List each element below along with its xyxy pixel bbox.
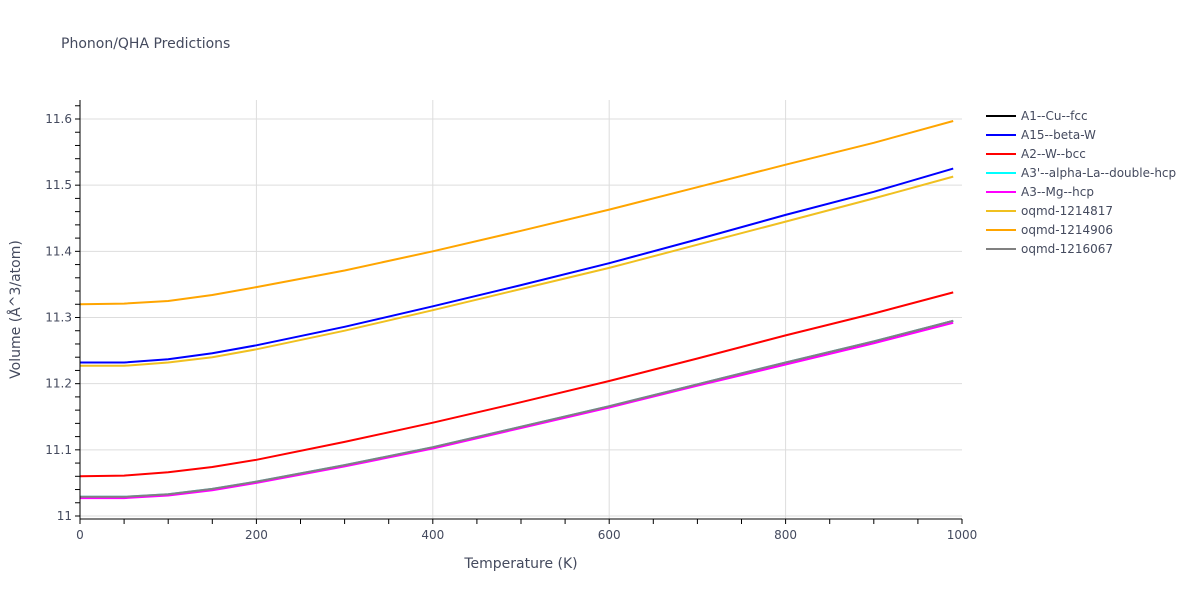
- series-line[interactable]: [79, 120, 954, 306]
- legend-label: oqmd-1216067: [1021, 241, 1114, 256]
- y-tick-label: 11.6: [45, 112, 72, 126]
- legend-label: A3--Mg--hcp: [1021, 184, 1094, 199]
- legend-item[interactable]: A2--W--bcc: [986, 144, 1176, 163]
- x-tick-label: 600: [598, 528, 621, 542]
- series-line[interactable]: [80, 167, 954, 364]
- legend-item[interactable]: A3'--alpha-La--double-hcp: [986, 163, 1176, 182]
- legend-swatch-icon: [986, 114, 1016, 117]
- x-tick-label: 400: [421, 528, 444, 542]
- legend-label: oqmd-1214817: [1021, 203, 1114, 218]
- legend-item[interactable]: A1--Cu--fcc: [986, 106, 1176, 125]
- y-tick-label: 11.5: [45, 178, 72, 192]
- x-tick-label: 1000: [947, 528, 978, 542]
- gridlines: [80, 100, 962, 519]
- legend-label: A2--W--bcc: [1021, 146, 1086, 161]
- x-tick-label: 800: [774, 528, 797, 542]
- x-tick-label: 200: [245, 528, 268, 542]
- legend-swatch-icon: [986, 190, 1016, 193]
- y-tick-label: 11.2: [45, 377, 72, 391]
- legend-label: A3'--alpha-La--double-hcp: [1021, 165, 1177, 180]
- legend-label: oqmd-1214906: [1021, 222, 1114, 237]
- legend-swatch-icon: [986, 133, 1016, 136]
- legend-swatch-icon: [986, 171, 1016, 174]
- legend-item[interactable]: oqmd-1214817: [986, 201, 1176, 220]
- legend-item[interactable]: A3--Mg--hcp: [986, 182, 1176, 201]
- x-tick-label: 0: [76, 528, 84, 542]
- y-tick-label: 11.1: [45, 443, 72, 457]
- series-line[interactable]: [80, 319, 954, 499]
- x-axis-title: Temperature (K): [463, 556, 577, 572]
- legend-label: A15--beta-W: [1021, 127, 1096, 142]
- legend-label: A1--Cu--fcc: [1021, 108, 1088, 123]
- legend-swatch-icon: [986, 152, 1016, 155]
- series-lines: [79, 120, 954, 500]
- legend-item[interactable]: oqmd-1216067: [986, 239, 1176, 258]
- legend-swatch-icon: [986, 228, 1016, 231]
- chart-title: Phonon/QHA Predictions: [61, 36, 231, 52]
- series-line[interactable]: [79, 291, 954, 478]
- series-line[interactable]: [80, 175, 954, 367]
- y-tick-label: 11.4: [45, 244, 72, 258]
- legend-swatch-icon: [986, 247, 1016, 250]
- axes: 0 200 400 600 800 1000 11 11.1 11.2 11.3 11.4 11.5 1…: [45, 100, 977, 542]
- y-tick-label: 11: [57, 509, 72, 523]
- series-line[interactable]: [80, 319, 954, 498]
- y-axis-title: Volume (Å^3/atom): [7, 240, 24, 379]
- legend: A1--Cu--fcc A15--beta-W A2--W--bcc A3'--alp…: [986, 106, 1176, 258]
- series-line[interactable]: [80, 319, 954, 498]
- legend-item[interactable]: oqmd-1214906: [986, 220, 1176, 239]
- legend-item[interactable]: A15--beta-W: [986, 125, 1176, 144]
- y-tick-label: 11.3: [45, 311, 72, 325]
- series-line[interactable]: [80, 321, 954, 500]
- legend-swatch-icon: [986, 209, 1016, 212]
